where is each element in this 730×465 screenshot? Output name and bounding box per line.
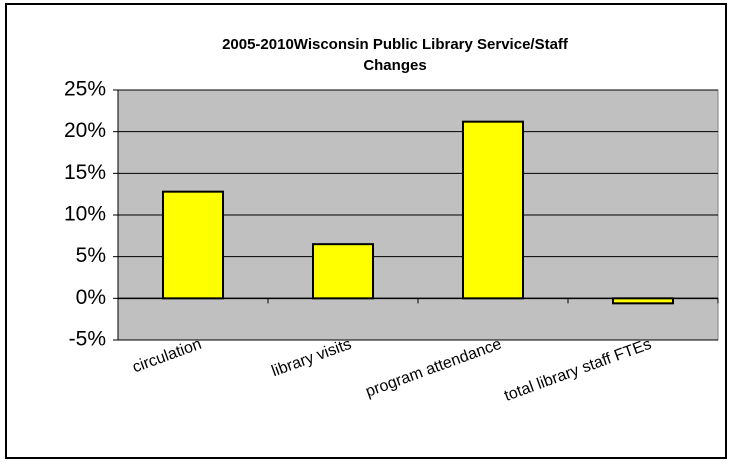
y-tick-label: -5% <box>69 328 106 351</box>
y-tick-label: 15% <box>64 161 106 184</box>
y-tick-label: 10% <box>64 203 106 226</box>
y-tick-label: 20% <box>64 119 106 142</box>
chart-title: Changes <box>363 57 426 74</box>
y-tick-label: 5% <box>76 244 106 267</box>
y-tick-label: 25% <box>64 78 106 101</box>
bar <box>312 243 374 300</box>
y-tick-label: 0% <box>76 286 106 309</box>
chart-title: 2005-2010Wisconsin Public Library Servic… <box>222 36 569 53</box>
bar <box>612 297 674 305</box>
bar <box>462 120 524 300</box>
bar <box>162 190 224 300</box>
